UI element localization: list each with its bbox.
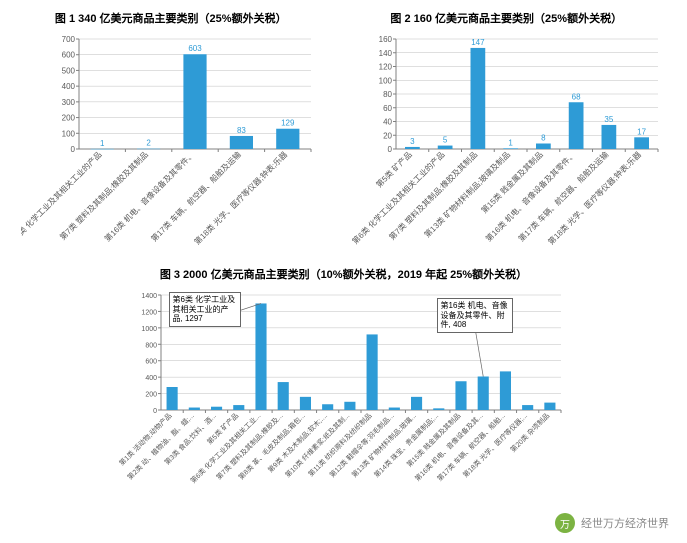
svg-text:100: 100 (61, 129, 75, 138)
chart1-container: 图 1 340 亿美元商品主要类别（25%额外关税） 0 100 200 300 400… (21, 10, 321, 254)
svg-text:300: 300 (61, 98, 75, 107)
svg-text:129: 129 (281, 119, 295, 128)
svg-text:第15类 贱金属及其制品: 第15类 贱金属及其制品 (479, 149, 545, 215)
svg-text:200: 200 (61, 114, 75, 123)
svg-text:0: 0 (153, 408, 157, 415)
svg-text:147: 147 (471, 38, 485, 47)
chart-callout: 第6类 化学工业及其相关工业的产品, 1297 (169, 292, 241, 327)
svg-text:17: 17 (637, 127, 646, 136)
svg-text:1200: 1200 (141, 309, 157, 316)
svg-text:5: 5 (443, 136, 448, 145)
svg-text:40: 40 (383, 118, 392, 127)
svg-text:120: 120 (379, 63, 393, 72)
footer-icon-glyph: 万 (560, 516, 570, 531)
chart1-title: 图 1 340 亿美元商品主要类别（25%额外关税） (21, 10, 321, 26)
svg-text:1400: 1400 (141, 293, 157, 300)
svg-text:第16类 机电、音像设备及其零件、: 第16类 机电、音像设备及其零件、 (102, 149, 196, 243)
svg-text:160: 160 (379, 35, 393, 44)
svg-text:700: 700 (61, 35, 75, 44)
svg-text:0: 0 (388, 145, 393, 154)
svg-text:2: 2 (146, 139, 151, 148)
svg-text:600: 600 (145, 359, 157, 366)
chart-callout: 第16类 机电、音像设备及其零件、附件, 408 (437, 298, 513, 333)
svg-text:8: 8 (541, 134, 546, 143)
chart2-plot: 0204060801001201401603第5类 矿产品5第6类 化学工业及其… (346, 34, 666, 254)
chart3-container: 图 3 2000 亿美元商品主要类别（10%额外关税，2019 年起 25%额外… (109, 266, 579, 530)
svg-text:200: 200 (145, 392, 157, 399)
chart2-container: 图 2 160 亿美元商品主要类别（25%额外关税） 0 20 40 60 80 100 1… (346, 10, 666, 254)
svg-text:1: 1 (509, 138, 514, 147)
svg-text:140: 140 (379, 49, 393, 58)
svg-text:100: 100 (379, 76, 393, 85)
svg-text:1000: 1000 (141, 326, 157, 333)
chart1-plot: 01002003004005006007001第6类 化学工业及其相关工业的产品… (21, 34, 321, 254)
svg-text:400: 400 (61, 82, 75, 91)
svg-text:60: 60 (383, 104, 392, 113)
svg-text:3: 3 (410, 137, 415, 146)
bottom-chart-row: 图 3 2000 亿美元商品主要类别（10%额外关税，2019 年起 25%额外… (0, 254, 687, 530)
svg-text:35: 35 (605, 115, 614, 124)
chart2-title: 图 2 160 亿美元商品主要类别（25%额外关税） (346, 10, 666, 26)
top-chart-row: 图 1 340 亿美元商品主要类别（25%额外关税） 0100200300400… (0, 0, 687, 254)
footer-icon: 万 (555, 513, 575, 533)
svg-text:800: 800 (145, 342, 157, 349)
svg-text:20: 20 (383, 131, 392, 140)
footer-watermark: 万 经世万方经济世界 (555, 513, 669, 533)
svg-text:1: 1 (100, 139, 105, 148)
chart3-plot: 0200400600800100012001400第1类 活动物;动物产品第2类… (109, 290, 579, 530)
svg-text:0: 0 (70, 145, 75, 154)
svg-text:第18类 光学、医疗等仪器;钟表;乐器: 第18类 光学、医疗等仪器;钟表;乐器 (192, 149, 289, 246)
svg-text:603: 603 (188, 44, 202, 53)
svg-text:68: 68 (572, 92, 581, 101)
svg-text:400: 400 (145, 375, 157, 382)
svg-text:500: 500 (61, 66, 75, 75)
svg-text:600: 600 (61, 51, 75, 60)
svg-text:第17类 车辆、航空器、船舶及运输: 第17类 车辆、航空器、船舶及运输 (148, 149, 242, 243)
svg-text:第7类 塑料及其制品;橡胶及其制品: 第7类 塑料及其制品;橡胶及其制品 (57, 149, 150, 242)
svg-text:第20类 杂项制品: 第20类 杂项制品 (508, 411, 551, 454)
footer-text: 经世万方经济世界 (581, 515, 669, 531)
chart3-title: 图 3 2000 亿美元商品主要类别（10%额外关税，2019 年起 25%额外… (109, 266, 579, 282)
svg-text:80: 80 (383, 90, 392, 99)
svg-text:83: 83 (237, 126, 246, 135)
